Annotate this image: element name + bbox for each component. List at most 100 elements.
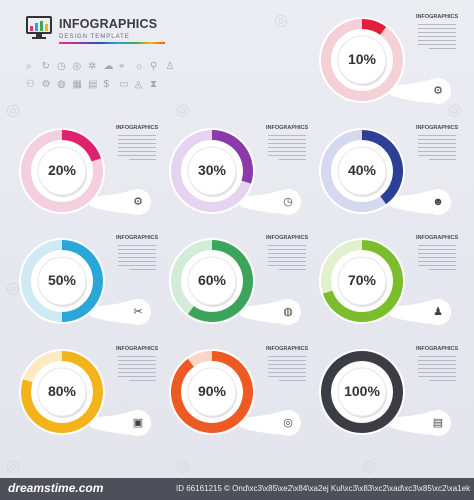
satellite-disc xyxy=(275,189,301,215)
inner-disc xyxy=(37,256,87,306)
satellite-disc xyxy=(425,410,451,436)
percent-card: 70% INFOGRAPHICS ♟ xyxy=(318,235,466,341)
info-title: INFOGRAPHICS xyxy=(266,125,309,131)
text-line xyxy=(129,269,156,270)
satellite-disc xyxy=(275,410,301,436)
percent-card: 40% INFOGRAPHICS ☻ xyxy=(318,125,466,231)
watermark-swirl: ◎ xyxy=(274,12,288,29)
text-line xyxy=(418,36,456,37)
text-line xyxy=(268,253,306,254)
text-line xyxy=(418,44,456,45)
satellite-disc xyxy=(125,410,151,436)
text-line xyxy=(118,135,156,136)
text-line xyxy=(268,368,306,369)
info-title: INFOGRAPHICS xyxy=(266,235,309,241)
footer-logo: dreamstime.com xyxy=(8,481,104,495)
info-text-lines xyxy=(118,356,156,384)
text-line xyxy=(118,368,156,369)
text-line xyxy=(118,147,156,148)
progress-ring xyxy=(319,17,451,104)
gear-icon: ✲ xyxy=(88,61,97,72)
watermark-swirl: ◎ xyxy=(176,102,190,119)
settings-icon: ⚙ xyxy=(41,79,51,90)
connector-shape xyxy=(382,300,434,324)
text-line xyxy=(268,372,306,373)
satellite-disc xyxy=(275,299,301,325)
text-line xyxy=(268,147,306,148)
info-text-lines xyxy=(268,356,306,384)
percent-card: 50% INFOGRAPHICS ✂ xyxy=(18,235,166,341)
text-line xyxy=(279,159,306,160)
report-icon: ▤ xyxy=(432,417,444,429)
info-text-lines xyxy=(118,245,156,273)
text-line xyxy=(418,151,456,152)
ring-progress-arc xyxy=(211,130,253,184)
inner-disc xyxy=(187,146,237,196)
connector-shape xyxy=(82,411,134,435)
info-title: INFOGRAPHICS xyxy=(416,125,459,131)
people-icon: ⚇ xyxy=(26,79,35,90)
info-text-lines xyxy=(418,135,456,163)
inner-disc xyxy=(37,367,87,417)
inner-disc xyxy=(337,146,387,196)
percent-card: 60% INFOGRAPHICS ◍ xyxy=(168,235,316,341)
text-line xyxy=(268,360,306,361)
text-line xyxy=(118,360,156,361)
percent-card: 80% INFOGRAPHICS ▣ xyxy=(18,346,166,452)
text-line xyxy=(418,245,456,246)
text-line xyxy=(268,139,306,140)
text-line xyxy=(118,372,156,373)
watermark-swirl: ◎ xyxy=(6,280,20,297)
info-title: INFOGRAPHICS xyxy=(116,346,159,352)
satellite-disc xyxy=(425,78,451,104)
text-line xyxy=(268,249,306,250)
percent-card: 90% INFOGRAPHICS ◎ xyxy=(168,346,316,452)
text-line xyxy=(429,48,456,49)
text-line xyxy=(268,143,306,144)
connector-shape xyxy=(232,300,284,324)
info-title: INFOGRAPHICS xyxy=(416,14,459,20)
search-icon: ⌕ xyxy=(26,61,32,72)
map-pin-icon: ⌖ xyxy=(119,61,125,72)
percent-label: 20% xyxy=(47,162,77,178)
info-text-lines xyxy=(268,245,306,273)
watermark-swirl: ◎ xyxy=(176,458,190,475)
text-line xyxy=(268,376,306,377)
info-text-lines xyxy=(268,135,306,163)
ring-progress-arc xyxy=(187,240,253,322)
inner-disc xyxy=(187,367,237,417)
text-line xyxy=(418,253,456,254)
inner-disc xyxy=(337,35,387,85)
text-line xyxy=(118,139,156,140)
connector-shape xyxy=(382,411,434,435)
text-line xyxy=(268,356,306,357)
text-line xyxy=(118,265,156,266)
inner-disc xyxy=(337,256,387,306)
person-icon: ♙ xyxy=(165,61,175,72)
progress-ring xyxy=(319,128,451,215)
text-line xyxy=(418,135,456,136)
text-line xyxy=(118,364,156,365)
footer-id: ID 66161215 © Ond\xc3\x85\xe2\x84\xa2ej … xyxy=(176,484,471,493)
satellite-disc xyxy=(125,189,151,215)
text-line xyxy=(418,249,456,250)
text-line xyxy=(418,368,456,369)
progress-ring xyxy=(169,238,301,325)
text-line xyxy=(118,245,156,246)
percent-label: 50% xyxy=(47,272,77,288)
ring-progress-arc xyxy=(171,351,253,433)
text-line xyxy=(429,159,456,160)
watermark-swirl: ◎ xyxy=(6,102,20,119)
cart-icon: ▭ xyxy=(119,79,129,90)
text-line xyxy=(418,139,456,140)
dollar-icon: $ xyxy=(103,79,110,90)
text-line xyxy=(418,147,456,148)
text-line xyxy=(268,245,306,246)
text-line xyxy=(118,253,156,254)
percent-card: 30% INFOGRAPHICS ◷ xyxy=(168,125,316,231)
text-line xyxy=(118,151,156,152)
connector-shape xyxy=(232,190,284,214)
text-line xyxy=(118,376,156,377)
ring-progress-arc xyxy=(361,19,387,36)
info-text-lines xyxy=(418,356,456,384)
